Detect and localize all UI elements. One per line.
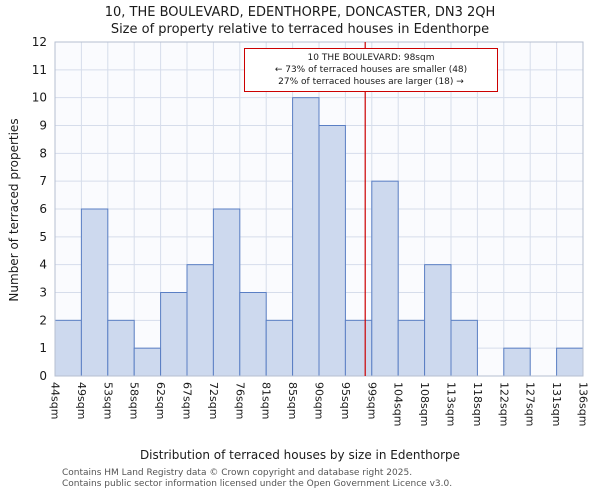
x-tick-label: 62sqm xyxy=(154,382,167,419)
x-tick-label: 72sqm xyxy=(207,382,220,419)
bar xyxy=(239,292,267,377)
annotation-larger-stat: 27% of terraced houses are larger (18) → xyxy=(278,77,464,87)
x-tick-label: 136sqm xyxy=(577,382,590,426)
bar xyxy=(80,208,109,377)
x-tick-label: 95sqm xyxy=(339,382,352,419)
x-tick-label: 104sqm xyxy=(392,382,405,426)
bar xyxy=(160,292,188,377)
y-tick-label: 7 xyxy=(39,174,47,188)
bar xyxy=(212,208,241,377)
footer-line-1: Contains HM Land Registry data © Crown c… xyxy=(62,468,413,478)
x-tick-label: 113sqm xyxy=(445,382,458,426)
footer-line-2: Contains public sector information licen… xyxy=(62,479,453,489)
y-tick-label: 3 xyxy=(39,286,47,300)
annotation-title: 10 THE BOULEVARD: 98sqm xyxy=(307,53,435,63)
bar xyxy=(186,264,214,377)
bar xyxy=(503,347,531,377)
y-tick-label: 0 xyxy=(39,369,47,383)
chart-subtitle: Size of property relative to terraced ho… xyxy=(110,22,490,37)
x-tick-label: 118sqm xyxy=(471,382,484,426)
x-tick-label: 99sqm xyxy=(365,382,378,419)
y-tick-label: 8 xyxy=(39,146,47,160)
bar xyxy=(318,125,346,377)
license-footer: Contains HM Land Registry data © Crown c… xyxy=(62,468,452,490)
y-tick-label: 10 xyxy=(32,91,47,105)
y-tick-label: 11 xyxy=(32,63,47,77)
x-tick-label: 108sqm xyxy=(418,382,431,426)
x-tick-label: 67sqm xyxy=(181,382,194,419)
bar xyxy=(265,319,294,377)
y-tick-label: 1 xyxy=(39,341,47,355)
x-tick-label: 131sqm xyxy=(550,382,563,426)
y-tick-label: 2 xyxy=(39,313,47,327)
bar xyxy=(133,347,162,377)
y-axis-title: Number of terraced properties xyxy=(7,118,21,302)
y-tick-label: 4 xyxy=(39,258,47,272)
chart-title: 10, THE BOULEVARD, EDENTHORPE, DONCASTER… xyxy=(104,5,496,20)
x-tick-label: 90sqm xyxy=(313,382,326,419)
x-tick-label: 44sqm xyxy=(49,382,62,419)
x-axis-title: Distribution of terraced houses by size … xyxy=(139,448,461,462)
annotation-smaller-stat: ← 73% of terraced houses are smaller (48… xyxy=(274,65,468,75)
y-tick-label: 9 xyxy=(39,119,47,133)
x-tick-label: 76sqm xyxy=(233,382,246,419)
y-tick-label: 12 xyxy=(32,35,47,49)
bar xyxy=(397,319,426,377)
bar xyxy=(450,319,478,377)
y-tick-label: 6 xyxy=(39,202,47,216)
bar xyxy=(556,347,584,377)
y-tick-label: 5 xyxy=(39,230,47,244)
x-tick-label: 122sqm xyxy=(497,382,510,426)
bar xyxy=(292,97,320,377)
bar xyxy=(424,264,452,377)
bar xyxy=(54,319,82,377)
x-tick-label: 49sqm xyxy=(75,382,88,419)
x-tick-label: 53sqm xyxy=(101,382,114,419)
x-tick-label: 127sqm xyxy=(524,382,537,426)
plot-frame xyxy=(54,41,584,377)
bar xyxy=(371,180,399,377)
property-annotation-box: 10 THE BOULEVARD: 98sqm ← 73% of terrace… xyxy=(244,48,498,92)
x-tick-label: 81sqm xyxy=(260,382,273,419)
bar xyxy=(107,319,135,377)
x-tick-label: 85sqm xyxy=(286,382,299,419)
bar xyxy=(344,319,373,377)
x-tick-label: 58sqm xyxy=(128,382,141,419)
